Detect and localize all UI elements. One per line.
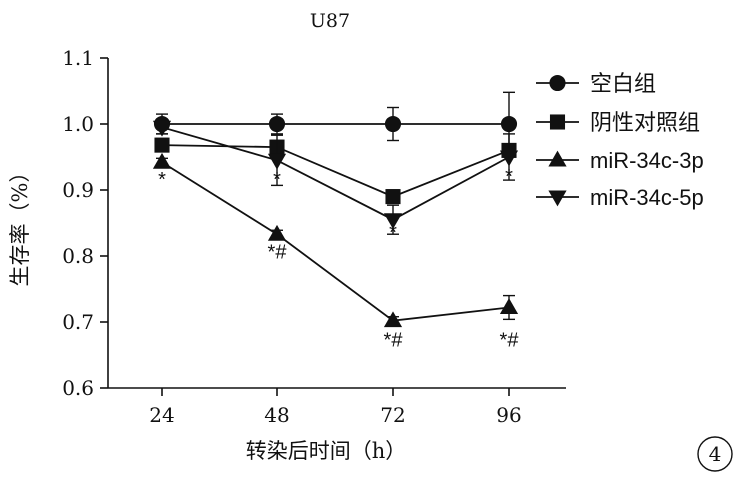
panel-label: 4 xyxy=(697,436,733,472)
panel-label-circle xyxy=(697,436,733,472)
significance-annotation: * xyxy=(389,222,397,244)
chart-title: U87 xyxy=(310,10,350,32)
series-line-triangle-up xyxy=(161,161,510,322)
x-tick-label: 72 xyxy=(380,403,405,427)
y-tick-label: 0.8 xyxy=(62,244,94,268)
legend-entry-circle: 空白组 xyxy=(536,71,656,96)
panel-label-text: 4 xyxy=(709,442,722,466)
x-tick-label: 48 xyxy=(264,403,289,427)
x-axis-label: 转染后时间（h） xyxy=(246,439,407,463)
series-square xyxy=(154,137,517,205)
data-point-square xyxy=(154,137,170,153)
data-point-triangle-up xyxy=(267,224,287,241)
legend-marker-circle xyxy=(549,74,566,92)
data-point-triangle-up xyxy=(152,152,172,169)
legend-label: miR-34c-3p xyxy=(590,148,704,173)
data-point-triangle-up xyxy=(383,311,403,328)
legend-label: 阴性对照组 xyxy=(590,110,700,135)
data-point-circle xyxy=(500,115,518,133)
data-point-triangle-down xyxy=(383,213,403,230)
significance-annotation: * xyxy=(505,166,513,188)
data-point-triangle-down xyxy=(152,120,172,137)
legend-entry-triangle-down: miR-34c-5p xyxy=(536,185,704,210)
y-tick-label: 0.6 xyxy=(62,376,94,400)
axes: 0.6 0.7 0.8 0.9 1.0 1.1 24 48 72 96 xyxy=(62,46,566,427)
data-point-triangle-down xyxy=(499,150,519,167)
series-layer xyxy=(152,91,519,328)
legend-marker-square xyxy=(549,114,566,130)
data-point-triangle-up xyxy=(499,298,519,314)
y-tick-label: 1.1 xyxy=(62,46,94,70)
data-point-circle xyxy=(268,115,286,133)
y-axis-label: 生存率（%） xyxy=(8,162,32,287)
significance-annotation: *# xyxy=(384,330,404,352)
legend-marker-triangle-down xyxy=(548,190,567,207)
significance-annotation: *# xyxy=(268,242,288,264)
annotation-layer: * * *# * *# * *# xyxy=(158,166,519,352)
data-point-square xyxy=(385,189,401,205)
data-point-circle xyxy=(384,115,402,133)
significance-annotation: * xyxy=(273,169,281,191)
significance-annotation: * xyxy=(158,169,166,191)
series-triangle-up xyxy=(152,152,519,328)
data-point-triangle-down xyxy=(267,153,287,170)
legend-label: 空白组 xyxy=(590,71,656,96)
y-tick-label: 1.0 xyxy=(62,112,94,136)
legend-entry-triangle-up: miR-34c-3p xyxy=(536,148,704,173)
y-tick-label: 0.9 xyxy=(62,178,94,202)
series-line-triangle-down xyxy=(161,126,510,221)
x-tick-label: 96 xyxy=(496,403,521,427)
x-tick-label: 24 xyxy=(149,403,174,427)
legend-label: miR-34c-5p xyxy=(590,185,704,210)
series-triangle-down xyxy=(152,119,519,235)
y-tick-label: 0.7 xyxy=(62,310,94,334)
series-line-square xyxy=(161,144,510,198)
significance-annotation: *# xyxy=(500,330,520,352)
legend-entry-square: 阴性对照组 xyxy=(536,110,700,135)
legend-marker-triangle-up xyxy=(548,150,567,167)
